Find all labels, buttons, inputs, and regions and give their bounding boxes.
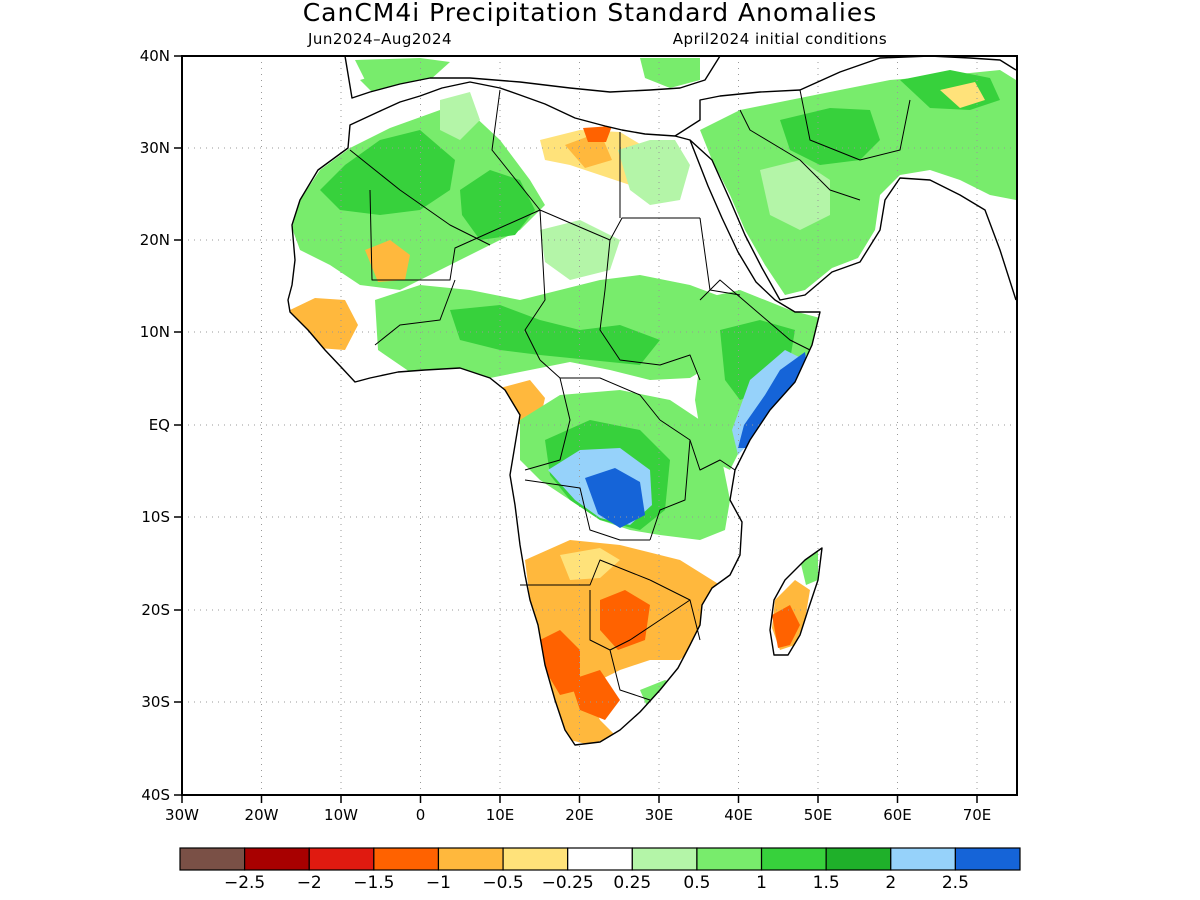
colorbar-label: 2 [885, 873, 896, 893]
lat-tick-label: 30N [140, 139, 170, 157]
colorbar-label: 1.5 [813, 873, 840, 893]
colorbar-label: −2 [297, 873, 322, 893]
anomaly-field [288, 56, 1016, 745]
lat-tick-label: 20S [141, 601, 170, 619]
colorbar-label: 0.5 [683, 873, 710, 893]
lat-tick-label: 20N [140, 231, 170, 249]
colorbar-swatch [890, 847, 956, 871]
lon-tick-label: 20E [565, 806, 594, 824]
colorbar-label: 0.25 [613, 873, 651, 893]
lat-tick-label: 40S [141, 786, 170, 804]
lon-tick-label: 10E [486, 806, 515, 824]
colorbar-swatch [567, 847, 633, 871]
lat-tick-label: 40N [140, 47, 170, 65]
colorbar-label: −0.25 [542, 873, 594, 893]
colorbar-swatch [308, 847, 375, 871]
longitude-labels: 30W 20W 10W 0 10E 20E 30E 40E 50E 60E 70… [165, 806, 991, 824]
colorbar-swatch [696, 847, 763, 871]
colorbar-label: −1 [426, 873, 451, 893]
colorbar-swatch [373, 847, 440, 871]
lon-tick-label: 70E [963, 806, 992, 824]
colorbar-label: −2.5 [224, 873, 265, 893]
colorbar-swatch [954, 847, 1021, 871]
lon-tick-label: 0 [416, 806, 426, 824]
colorbar-label: −1.5 [353, 873, 394, 893]
latitude-labels: 40N 30N 20N 10N EQ 10S 20S 30S 40S [140, 47, 170, 804]
colorbar-swatch [502, 847, 569, 871]
colorbar-swatch [179, 847, 246, 871]
colorbar-label: −0.5 [482, 873, 523, 893]
colorbar: −2.5 −2 −1.5 −1 −0.5 −0.25 0.25 0.5 1 1.5 2 2.5 [179, 847, 1021, 893]
lon-tick-label: 60E [883, 806, 912, 824]
lat-tick-label: EQ [149, 416, 170, 434]
lon-tick-label: 20W [245, 806, 279, 824]
colorbar-swatch [631, 847, 698, 871]
lon-tick-label: 30W [165, 806, 199, 824]
colorbar-label: 1 [756, 873, 767, 893]
lat-tick-label: 10S [141, 508, 170, 526]
lon-tick-label: 50E [804, 806, 833, 824]
lon-tick-label: 10W [324, 806, 358, 824]
lat-tick-label: 30S [141, 693, 170, 711]
tick-marks [174, 55, 978, 803]
chart-title: CanCM4i Precipitation Standard Anomalies [303, 0, 878, 27]
period-subtitle: Jun2024–Aug2024 [307, 30, 452, 48]
country-borders [349, 89, 911, 701]
colorbar-swatch [825, 847, 892, 871]
lon-tick-label: 40E [724, 806, 753, 824]
lon-tick-label: 30E [645, 806, 674, 824]
init-conditions-subtitle: April2024 initial conditions [673, 30, 887, 48]
colorbar-swatch [244, 847, 310, 871]
lat-tick-label: 10N [140, 323, 170, 341]
colorbar-label: 2.5 [942, 873, 969, 893]
colorbar-swatch [760, 847, 827, 871]
colorbar-swatch [437, 847, 504, 871]
coastlines [287, 55, 1017, 746]
